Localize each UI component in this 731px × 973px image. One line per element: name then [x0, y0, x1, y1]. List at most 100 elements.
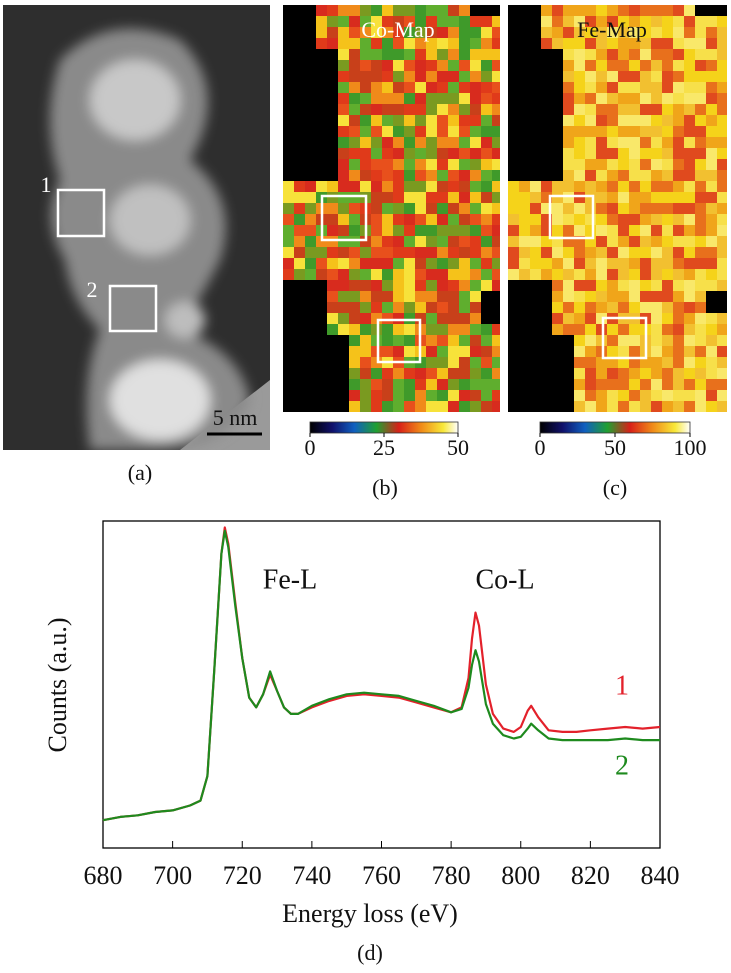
- map-pixel: [541, 5, 552, 16]
- map-pixel: [349, 16, 360, 27]
- map-pixel: [585, 82, 596, 93]
- map-pixel: [404, 280, 415, 291]
- map-pixel: [448, 258, 459, 269]
- map-pixel: [574, 170, 585, 181]
- map-pixel: [607, 379, 618, 390]
- map-pixel: [574, 401, 585, 412]
- map-pixel: [404, 27, 415, 38]
- map-pixel: [607, 335, 618, 346]
- map-pixel: [360, 49, 371, 60]
- map-pixel: [684, 390, 695, 401]
- map-pixel: [596, 324, 607, 335]
- map-pixel: [662, 401, 673, 412]
- map-pixel: [684, 126, 695, 137]
- map-pixel: [530, 181, 541, 192]
- map-pixel: [684, 357, 695, 368]
- map-pixel: [552, 5, 563, 16]
- map-pixel: [618, 181, 629, 192]
- map-pixel: [662, 38, 673, 49]
- map-pixel: [327, 247, 338, 258]
- map-pixel: [481, 368, 492, 379]
- map-pixel: [629, 236, 640, 247]
- x-tick-label: 760: [362, 861, 401, 890]
- map-pixel: [574, 203, 585, 214]
- map-pixel: [574, 335, 585, 346]
- map-pixel: [684, 313, 695, 324]
- map-pixel: [305, 203, 316, 214]
- map-pixel: [618, 71, 629, 82]
- map-pixel: [426, 324, 437, 335]
- map-pixel: [574, 214, 585, 225]
- map-pixel: [607, 27, 618, 38]
- map-pixel: [585, 60, 596, 71]
- map-pixel: [371, 192, 382, 203]
- map-pixel: [717, 258, 727, 269]
- map-pixel: [552, 181, 563, 192]
- map-pixel: [607, 203, 618, 214]
- map-pixel: [415, 258, 426, 269]
- map-pixel: [629, 324, 640, 335]
- map-pixel: [459, 115, 470, 126]
- map-pixel: [662, 16, 673, 27]
- map-pixel: [585, 324, 596, 335]
- map-pixel: [415, 379, 426, 390]
- map-pixel: [426, 27, 437, 38]
- map-pixel: [596, 38, 607, 49]
- map-pixel: [673, 324, 684, 335]
- map-pixel: [651, 368, 662, 379]
- map-pixel: [695, 324, 706, 335]
- map-pixel: [640, 379, 651, 390]
- map-pixel: [338, 16, 349, 27]
- map-pixel: [585, 302, 596, 313]
- map-pixel: [563, 181, 574, 192]
- map-pixel: [349, 192, 360, 203]
- map-pixel: [519, 181, 530, 192]
- map-pixel: [349, 115, 360, 126]
- map-pixel: [651, 302, 662, 313]
- map-pixel: [684, 82, 695, 93]
- map-pixel: [437, 302, 448, 313]
- map-pixel: [382, 324, 393, 335]
- map-pixel: [629, 93, 640, 104]
- map-pixel: [371, 38, 382, 49]
- map-pixel: [574, 379, 585, 390]
- map-pixel: [695, 291, 706, 302]
- map-pixel: [596, 192, 607, 203]
- colorbar-tick-label: 50: [604, 435, 626, 460]
- map-pixel: [448, 49, 459, 60]
- map-pixel: [426, 49, 437, 60]
- colorbar-tick-label: 50: [447, 435, 469, 460]
- map-pixel: [640, 357, 651, 368]
- map-pixel: [563, 5, 574, 16]
- map-pixel: [717, 159, 727, 170]
- map-pixel: [662, 236, 673, 247]
- map-pixel: [371, 181, 382, 192]
- map-pixel: [640, 269, 651, 280]
- map-pixel: [684, 27, 695, 38]
- map-pixel: [585, 357, 596, 368]
- map-pixel: [629, 137, 640, 148]
- map-pixel: [371, 27, 382, 38]
- map-pixel: [459, 258, 470, 269]
- map-pixel: [382, 104, 393, 115]
- map-pixel: [393, 258, 404, 269]
- map-pixel: [371, 324, 382, 335]
- map-pixel: [662, 346, 673, 357]
- map-pixel: [470, 335, 481, 346]
- x-tick-label: 800: [501, 861, 540, 890]
- map-pixel: [404, 324, 415, 335]
- map-pixel: [640, 5, 651, 16]
- map-pixel: [629, 280, 640, 291]
- map-pixel: [684, 379, 695, 390]
- map-pixel: [662, 280, 673, 291]
- map-pixel: [574, 49, 585, 60]
- map-pixel: [585, 93, 596, 104]
- map-pixel: [349, 93, 360, 104]
- map-pixel: [640, 203, 651, 214]
- map-pixel: [706, 27, 717, 38]
- map-pixel: [541, 236, 552, 247]
- map-pixel: [695, 280, 706, 291]
- map-pixel: [629, 203, 640, 214]
- map-pixel: [382, 335, 393, 346]
- map-pixel: [519, 214, 530, 225]
